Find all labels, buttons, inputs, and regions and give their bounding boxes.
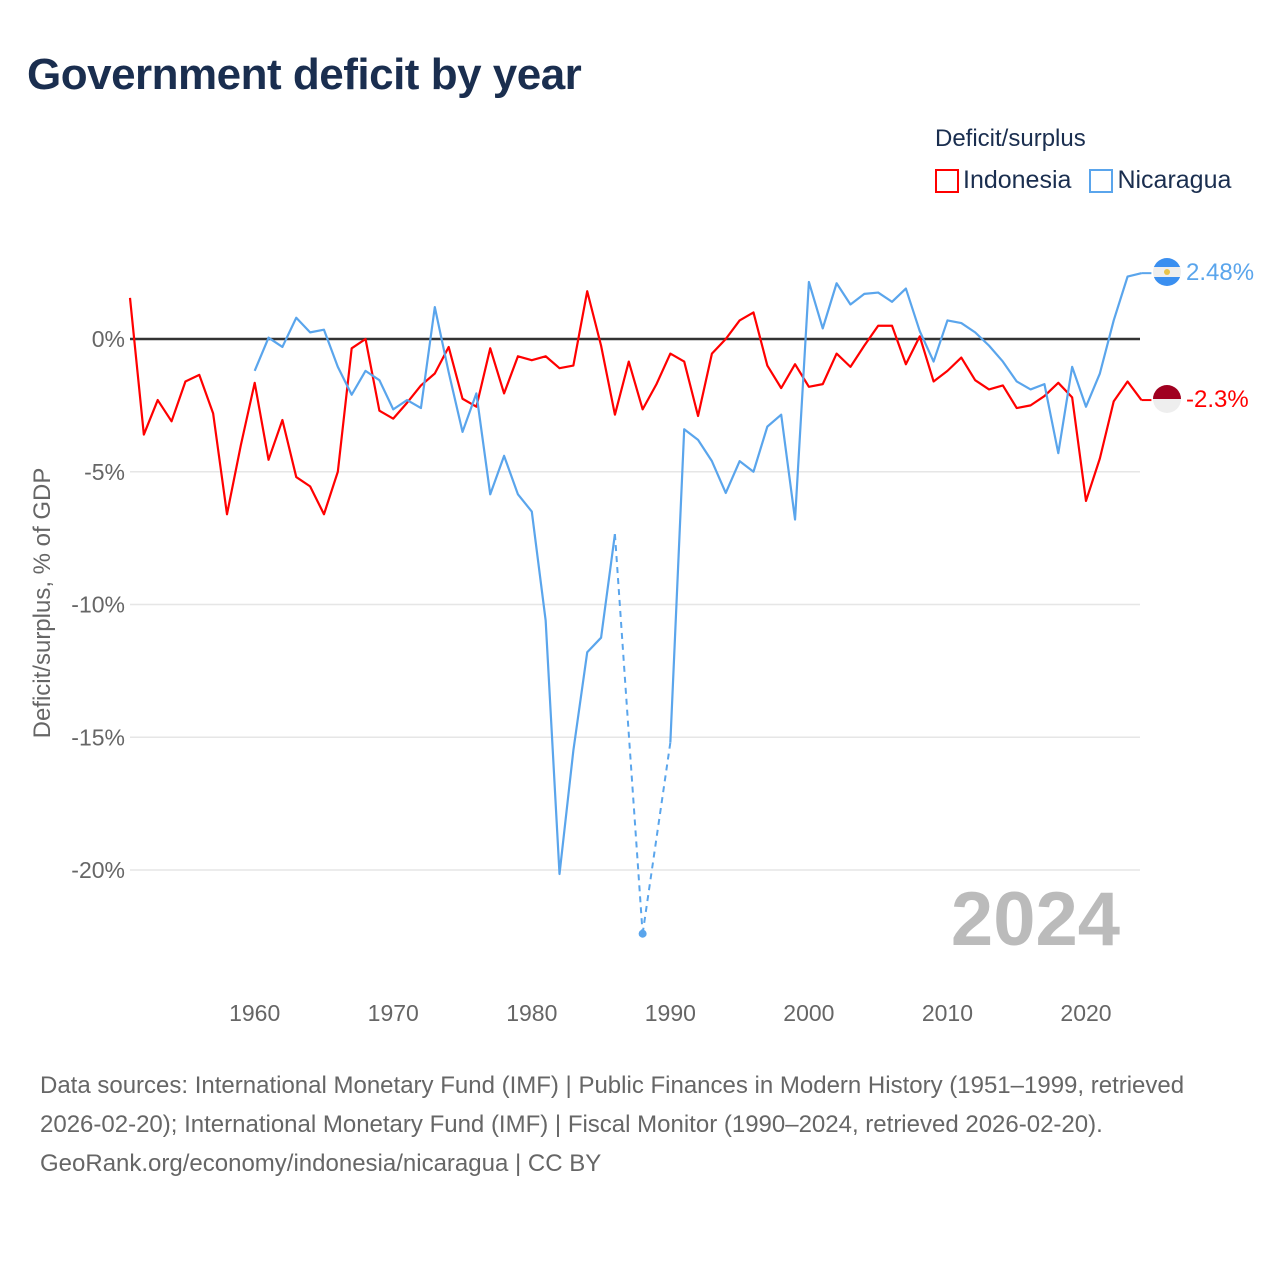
indonesia-flag-icon — [1153, 385, 1181, 413]
y-axis-label: Deficit/surplus, % of GDP — [29, 468, 56, 739]
legend-item-nicaragua[interactable]: Nicaragua — [1089, 166, 1231, 195]
y-tick-label: -10% — [71, 592, 125, 618]
indonesia-line — [128, 290, 1143, 516]
x-tick-label: 1980 — [506, 1000, 557, 1026]
data-sources: Data sources: International Monetary Fun… — [40, 1072, 1185, 1138]
nicaragua-gap-line — [613, 534, 644, 934]
nicaragua-line — [669, 272, 1142, 743]
nicaragua-line — [253, 306, 617, 876]
credit-link[interactable]: GeoRank.org/economy/indonesia/nicaragua … — [40, 1150, 602, 1177]
legend-label: Nicaragua — [1117, 166, 1232, 194]
y-tick-label: -5% — [84, 459, 125, 485]
x-tick-label: 2000 — [783, 1000, 834, 1026]
indonesia-end-label: -2.3% — [1186, 386, 1249, 413]
x-tick-label: 1990 — [645, 1000, 696, 1026]
y-tick-label: 0% — [92, 326, 125, 352]
x-tick-label: 1960 — [229, 1000, 280, 1026]
year-watermark: 2024 — [951, 877, 1120, 962]
legend: Indonesia Nicaragua — [935, 166, 1231, 195]
legend-title: Deficit/surplus — [935, 125, 1086, 152]
legend-item-indonesia[interactable]: Indonesia — [935, 166, 1071, 195]
x-tick-label: 1970 — [368, 1000, 419, 1026]
chart-title: Government deficit by year — [27, 50, 582, 99]
x-tick-label: 2020 — [1060, 1000, 1111, 1026]
nicaragua-swatch — [1089, 168, 1114, 193]
legend-label: Indonesia — [963, 166, 1072, 194]
nicaragua-flag-icon — [1153, 258, 1181, 286]
y-tick-label: -20% — [71, 857, 125, 883]
footer: Data sources: International Monetary Fun… — [40, 1066, 1240, 1183]
x-tick-label: 2010 — [922, 1000, 973, 1026]
nicaragua-gap-line — [641, 742, 672, 934]
nicaragua-end-label: 2.48% — [1186, 259, 1254, 286]
line-chart: 0% -5% -10% -15% -20% 1960 1970 1980 1990 2000 201… — [29, 258, 1254, 1026]
indonesia-swatch — [935, 168, 959, 193]
y-tick-label: -15% — [71, 724, 125, 750]
